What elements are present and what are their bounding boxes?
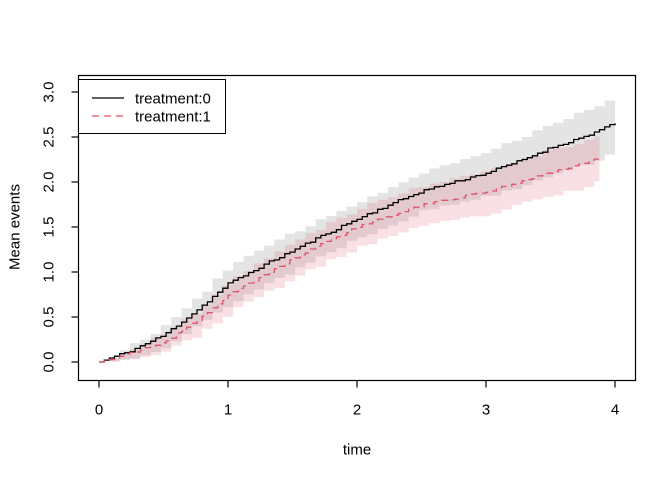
x-tick-label: 0 <box>95 402 103 419</box>
legend-label-treatment0: treatment:0 <box>135 91 211 108</box>
y-tick-label: 1.0 <box>41 262 58 283</box>
y-tick-label: 1.5 <box>41 217 58 238</box>
series-line-treatment-1 <box>99 156 601 363</box>
x-tick-label: 3 <box>482 402 490 419</box>
x-tick-label: 4 <box>611 402 619 419</box>
y-tick-label: 2.0 <box>41 172 58 193</box>
y-axis-title: Mean events <box>7 184 24 270</box>
x-axis-title: time <box>343 442 371 459</box>
y-tick-label: 2.5 <box>41 127 58 148</box>
y-tick-label: 3.0 <box>41 82 58 103</box>
confidence-bands <box>99 95 615 362</box>
legend-box <box>78 79 226 134</box>
x-axis: 0 1 2 3 4 <box>95 380 619 419</box>
x-tick-label: 2 <box>353 402 361 419</box>
y-tick-label: 0.0 <box>41 352 58 373</box>
legend: treatment:0 treatment:1 <box>78 79 226 134</box>
confidence-band-treatment-1 <box>99 132 600 362</box>
series-line-treatment-0 <box>99 123 616 363</box>
y-axis: 0.0 0.5 1.0 1.5 2.0 2.5 3.0 <box>41 82 79 373</box>
y-tick-label: 0.5 <box>41 307 58 328</box>
x-tick-label: 1 <box>224 402 232 419</box>
legend-label-treatment1: treatment:1 <box>135 109 211 126</box>
series-lines <box>99 123 616 363</box>
